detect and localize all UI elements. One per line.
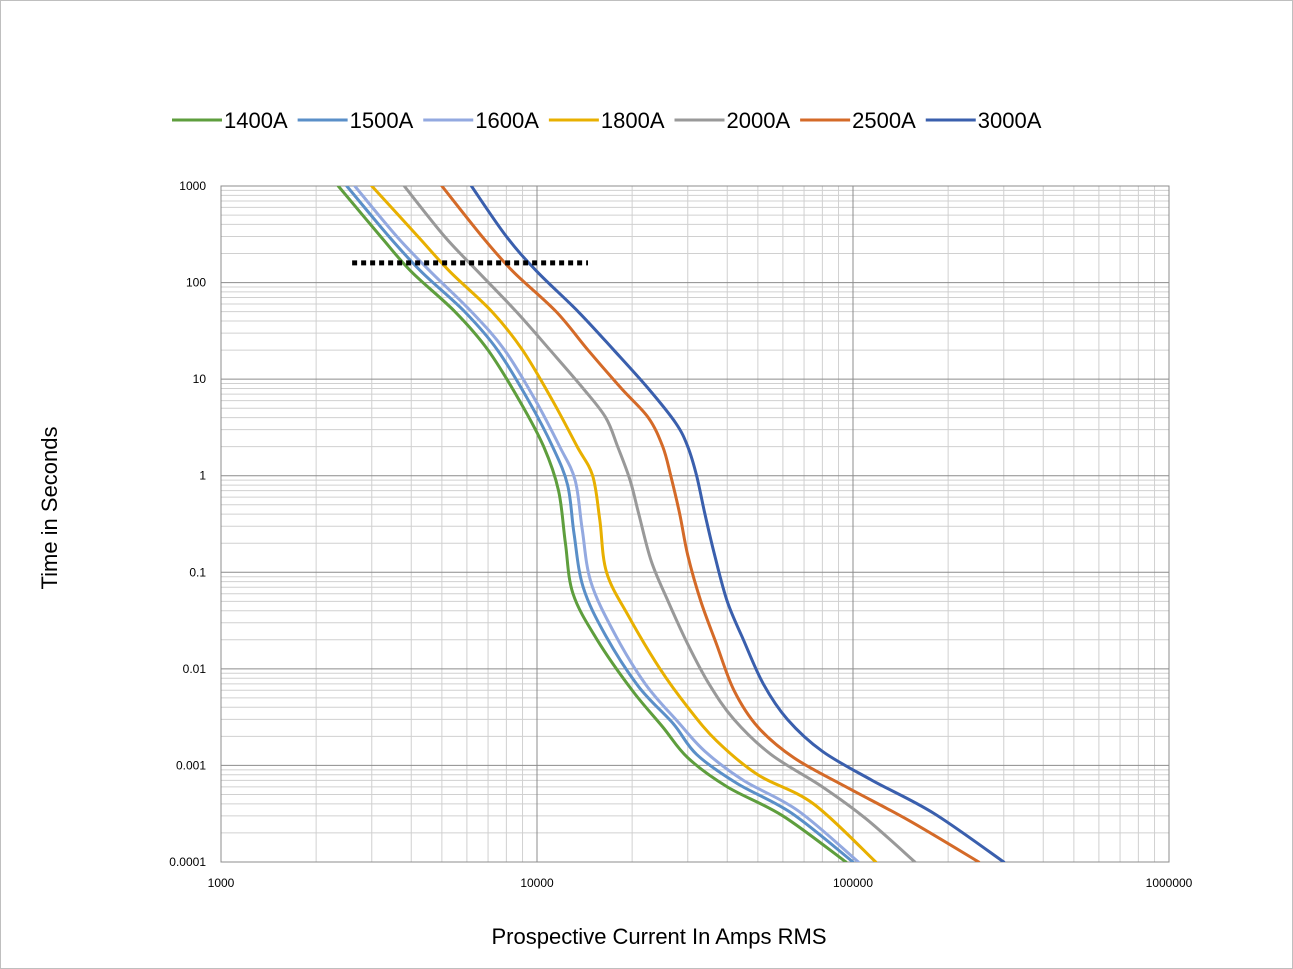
legend-label-2000A: 2000A bbox=[727, 108, 791, 133]
x-tick-label: 10000 bbox=[520, 876, 554, 890]
x-tick-label: 1000 bbox=[208, 876, 235, 890]
series-line-2000A bbox=[402, 186, 917, 862]
series-line-1600A bbox=[353, 186, 860, 862]
y-tick-label: 1000 bbox=[179, 179, 206, 193]
x-tick-label: 100000 bbox=[833, 876, 873, 890]
plot-area-border bbox=[220, 185, 1170, 863]
y-tick-label: 0.001 bbox=[176, 758, 206, 772]
y-axis-tick-labels: 1000 100 10 1 0.1 0.01 0.001 0.0001 bbox=[169, 179, 206, 869]
legend-label-3000A: 3000A bbox=[978, 108, 1042, 133]
legend-label-1400A: 1400A bbox=[224, 108, 288, 133]
x-axis-title: Prospective Current In Amps RMS bbox=[491, 924, 826, 949]
y-tick-label: 1 bbox=[199, 469, 206, 483]
legend-label-1500A: 1500A bbox=[350, 108, 414, 133]
y-tick-label: 10 bbox=[193, 372, 207, 386]
series-line-1800A bbox=[370, 186, 878, 862]
series-line-1400A bbox=[336, 186, 848, 862]
series-line-3000A bbox=[469, 186, 1006, 862]
y-axis-title: Time in Seconds bbox=[37, 426, 62, 589]
chart-legend: 1400A 1500A 1600A 1800A 2000A 2500A 3000A bbox=[172, 108, 1042, 133]
minor-gridlines bbox=[221, 186, 1169, 862]
series-lines bbox=[336, 186, 1006, 862]
y-tick-label: 0.01 bbox=[183, 662, 207, 676]
y-tick-label: 0.1 bbox=[189, 565, 206, 579]
plot-border bbox=[220, 185, 1170, 863]
x-tick-label: 1000000 bbox=[1146, 876, 1193, 890]
legend-label-1600A: 1600A bbox=[475, 108, 539, 133]
y-tick-label: 0.0001 bbox=[169, 855, 206, 869]
legend-label-1800A: 1800A bbox=[601, 108, 665, 133]
y-tick-label: 100 bbox=[186, 276, 206, 290]
x-axis-tick-labels: 1000 10000 100000 1000000 bbox=[208, 876, 1193, 890]
series-line-1500A bbox=[345, 186, 855, 862]
legend-label-2500A: 2500A bbox=[852, 108, 916, 133]
series-line-2500A bbox=[440, 186, 981, 862]
